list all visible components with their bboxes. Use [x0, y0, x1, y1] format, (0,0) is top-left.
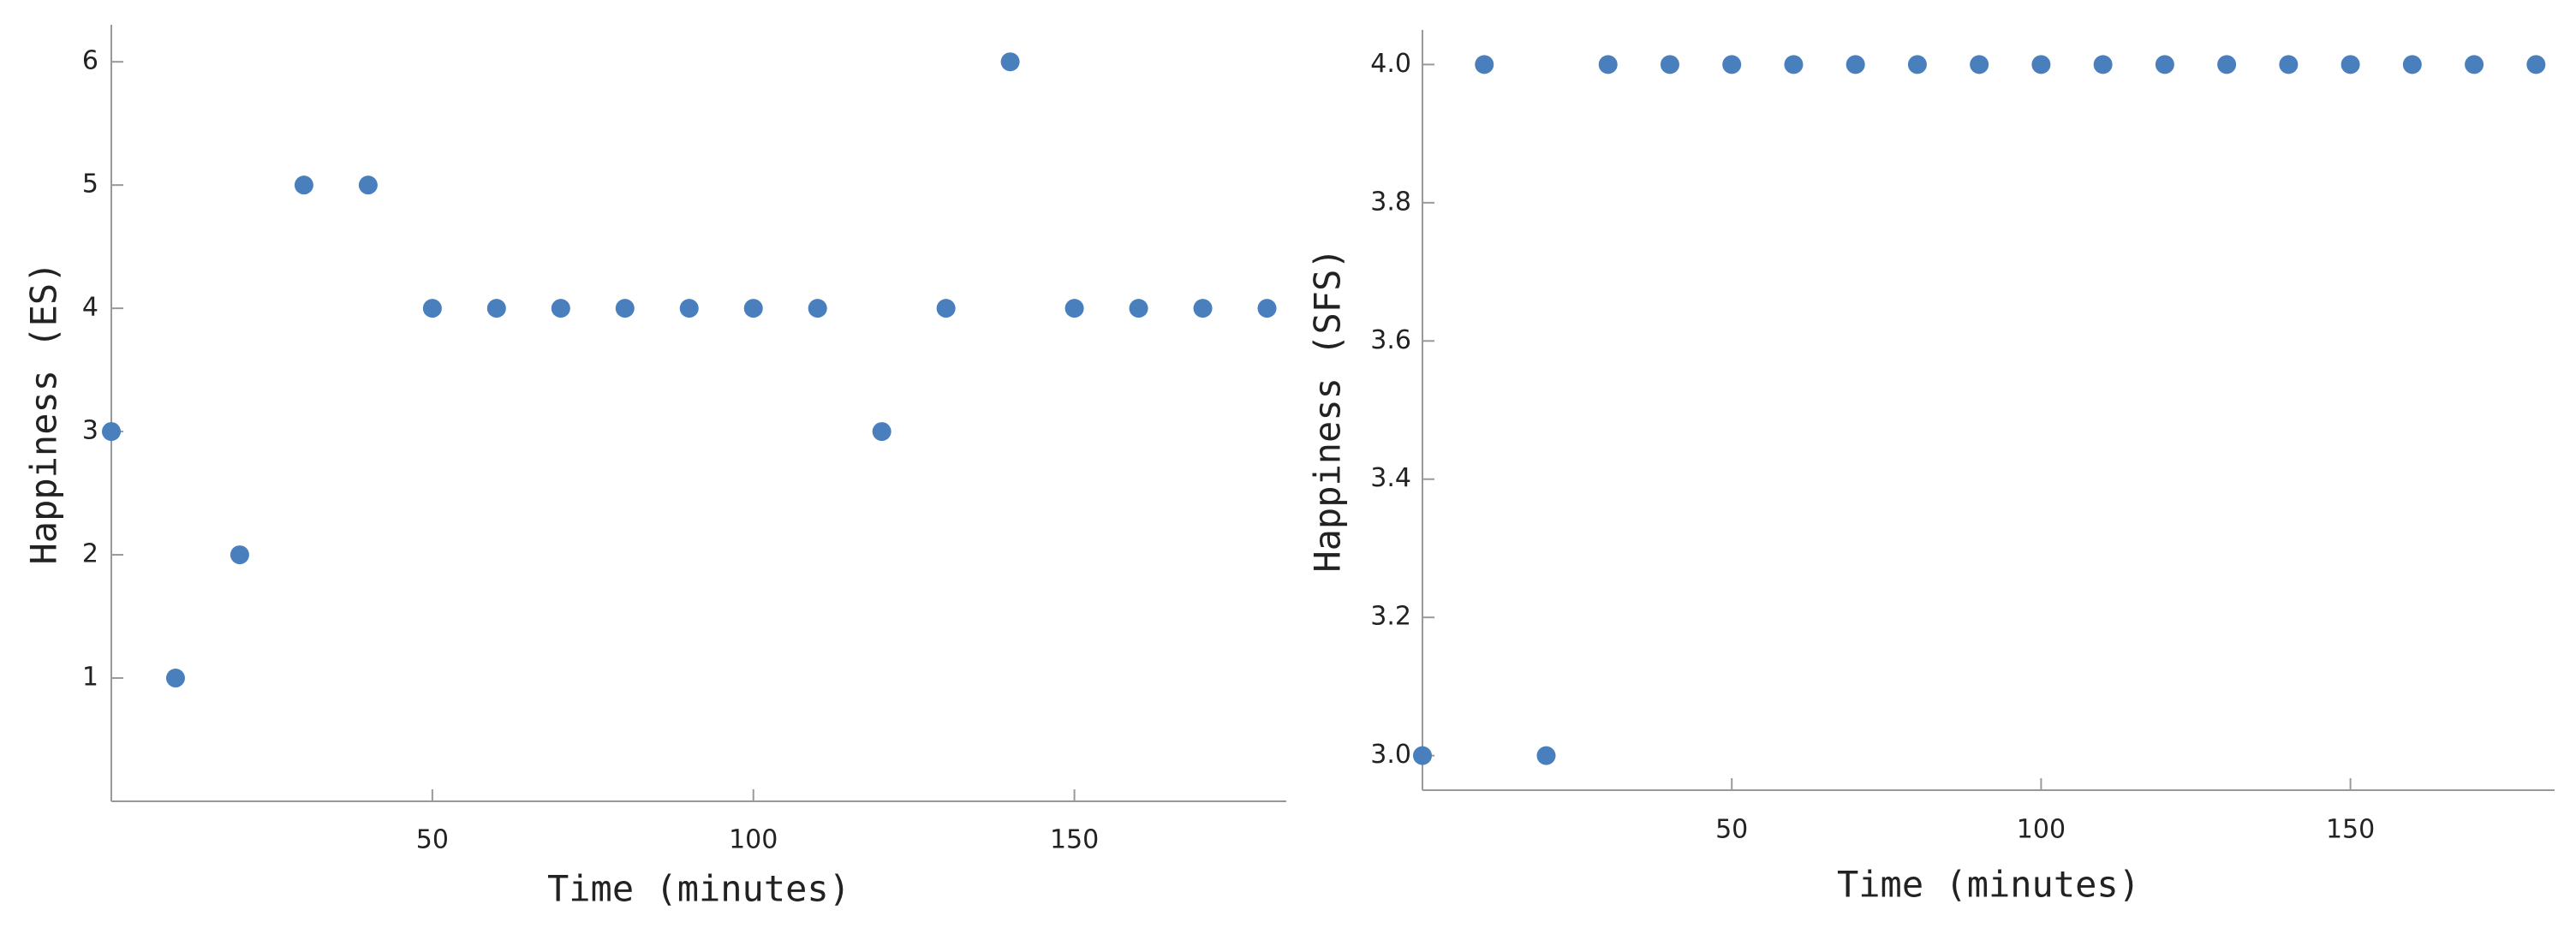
data-point — [2526, 55, 2546, 74]
y-axis-title: Happiness (ES) — [23, 261, 65, 564]
x-tick-label: 50 — [1715, 815, 1748, 845]
data-point — [294, 175, 313, 195]
y-tick-label: 2 — [82, 539, 98, 569]
data-point — [936, 299, 956, 318]
data-point — [2465, 55, 2484, 74]
y-tick-label: 4.0 — [1370, 49, 1411, 79]
data-point — [1660, 55, 1679, 74]
x-tick-label: 100 — [2017, 815, 2066, 845]
y-tick-label: 3.6 — [1370, 325, 1411, 355]
x-tick-label: 50 — [416, 825, 449, 855]
data-point — [615, 299, 635, 318]
data-point — [422, 299, 442, 318]
data-point — [2093, 55, 2113, 74]
data-point — [1784, 55, 1804, 74]
data-point — [872, 422, 891, 442]
data-point — [2402, 55, 2422, 74]
data-point — [1000, 52, 1020, 72]
x-tick-label: 150 — [1050, 825, 1099, 855]
y-tick-label: 1 — [82, 663, 98, 693]
x-axis-title: Time (minutes) — [1837, 864, 2140, 906]
y-tick-label: 6 — [82, 46, 98, 76]
y-tick-label: 3.4 — [1370, 463, 1411, 493]
data-point — [1970, 55, 1989, 74]
data-point — [551, 299, 570, 318]
data-point — [358, 175, 378, 195]
x-tick-label: 150 — [2326, 815, 2375, 845]
data-point — [486, 299, 506, 318]
data-point — [2217, 55, 2237, 74]
data-point — [1475, 55, 1494, 74]
data-point — [2031, 55, 2051, 74]
data-point — [808, 299, 827, 318]
x-axis-title: Time (minutes) — [547, 868, 850, 910]
y-tick-label: 3 — [82, 416, 98, 446]
data-point — [1536, 746, 1556, 765]
x-tick-label: 100 — [729, 825, 778, 855]
data-point — [1193, 299, 1213, 318]
y-tick-label: 4 — [82, 293, 98, 323]
data-point — [230, 545, 249, 565]
data-point — [2155, 55, 2174, 74]
data-point — [102, 422, 121, 442]
data-point — [1907, 55, 1927, 74]
data-point — [1722, 55, 1742, 74]
data-point — [2340, 55, 2360, 74]
y-tick-label: 5 — [82, 170, 98, 199]
data-point — [1064, 299, 1084, 318]
data-point — [1598, 55, 1618, 74]
data-point — [1413, 746, 1432, 765]
y-tick-label: 3.8 — [1370, 187, 1411, 217]
data-point — [1257, 299, 1277, 318]
data-point — [743, 299, 763, 318]
data-point — [1846, 55, 1865, 74]
y-tick-label: 3.2 — [1370, 602, 1411, 632]
data-point — [2279, 55, 2299, 74]
y-axis-title: Happiness (SFS) — [1307, 247, 1349, 572]
data-point — [1129, 299, 1148, 318]
data-point — [165, 669, 185, 688]
y-tick-label: 3.0 — [1370, 740, 1411, 770]
data-point — [679, 299, 699, 318]
